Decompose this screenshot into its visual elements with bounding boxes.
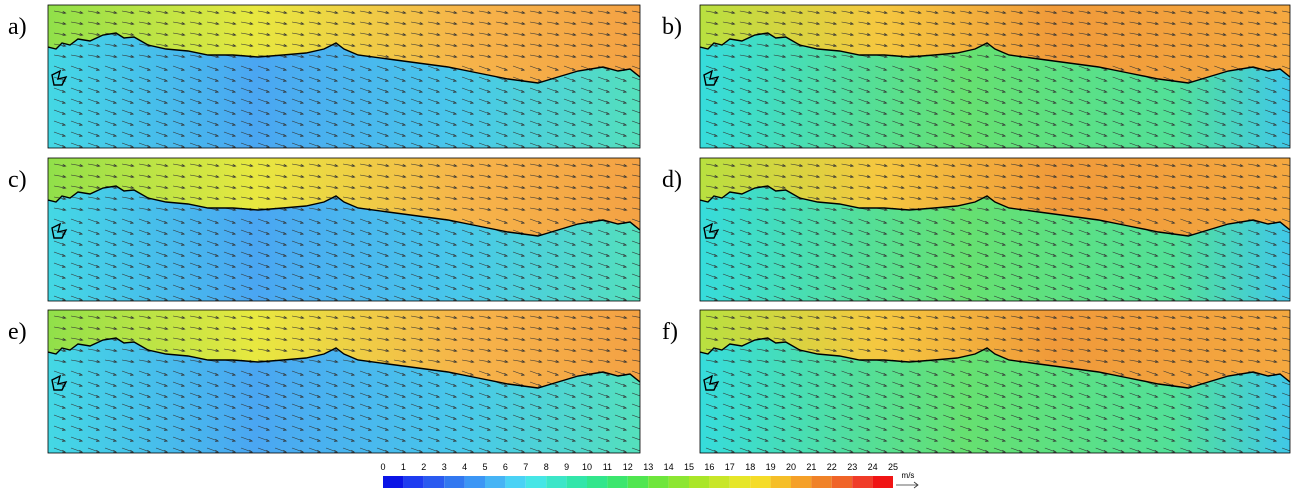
colorbar-cell (872, 476, 893, 488)
map-panel (699, 309, 1291, 454)
coastline (48, 32, 640, 86)
colorbar-cell (566, 476, 587, 488)
colorbar-tick-label: 4 (462, 462, 467, 472)
map-content (700, 5, 1290, 148)
land-field (48, 338, 640, 453)
panel-frame (699, 309, 1291, 454)
colorbar-tick-label: 22 (827, 462, 837, 472)
panel-label: b) (662, 14, 682, 40)
map-content (700, 158, 1290, 301)
panel-label: f) (662, 319, 678, 345)
colorbar-tick-label: 25 (888, 462, 898, 472)
colorbar-tick-label: 10 (582, 462, 592, 472)
colorbar-tick-label: 18 (745, 462, 755, 472)
coastline (700, 337, 1290, 391)
colorbar-cell (750, 476, 771, 488)
coastline (48, 185, 640, 239)
colorbar-tick-label: 7 (523, 462, 528, 472)
colorbar-cell (607, 476, 628, 488)
map-content (48, 5, 640, 148)
colorbar-tick-label: 1 (401, 462, 406, 472)
map-content (48, 310, 640, 453)
colorbar-cell (689, 476, 710, 488)
colorbar-cell (811, 476, 832, 488)
colorbar-cell (648, 476, 669, 488)
colorbar-cell (485, 476, 506, 488)
colorbar-tick-label: 13 (643, 462, 653, 472)
land-field (48, 33, 640, 148)
colorbar-cell (627, 476, 649, 488)
coastline (700, 32, 1290, 86)
colorbar-cell (464, 476, 485, 488)
colorbar-tick-label: 9 (564, 462, 569, 472)
colorbar-tick-label: 5 (482, 462, 487, 472)
panel-frame (47, 157, 641, 302)
colorbar-cell (444, 476, 465, 488)
colorbar-cell (423, 476, 445, 488)
land-field (48, 186, 640, 301)
colorbar-tick-label: 6 (503, 462, 508, 472)
colorbar-tick-label: 8 (544, 462, 549, 472)
colorbar-cell (383, 476, 404, 488)
colorbar-tick-label: 17 (725, 462, 735, 472)
colorbar-cell (770, 476, 791, 488)
panel-frame (47, 309, 641, 454)
panel-frame (699, 157, 1291, 302)
colorbar-cell (668, 476, 689, 488)
colorbar-tick-label: 24 (868, 462, 878, 472)
panel-label: a) (8, 14, 27, 40)
coastline (48, 337, 640, 391)
map-panel (47, 4, 641, 149)
map-content (700, 310, 1290, 453)
map-panel (699, 4, 1291, 149)
colorbar-tick-label: 3 (442, 462, 447, 472)
colorbar-tick-label: 16 (704, 462, 714, 472)
map-panel (47, 157, 641, 302)
land-field (700, 186, 1290, 301)
panel-label: c) (8, 167, 27, 193)
panel-frame (699, 4, 1291, 149)
colorbar-cell (831, 476, 853, 488)
colorbar-cell (709, 476, 730, 488)
land-field (700, 338, 1290, 453)
land-field (700, 33, 1290, 148)
coastline (700, 185, 1290, 239)
colorbar-cell (587, 476, 608, 488)
colorbar-tick-label: 20 (786, 462, 796, 472)
colorbar-cell (791, 476, 812, 488)
colorbar-tick-label: 19 (766, 462, 776, 472)
map-content (48, 158, 640, 301)
colorbar-cell (525, 476, 547, 488)
panel-frame (47, 4, 641, 149)
colorbar-unit: m/s (902, 471, 915, 480)
colorbar-tick-label: 21 (806, 462, 816, 472)
colorbar-tick-label: 15 (684, 462, 694, 472)
colorbar-tick-label: 12 (623, 462, 633, 472)
panel-label: e) (8, 319, 27, 345)
colorbar-cell (852, 476, 873, 488)
colorbar-tick-label: 14 (664, 462, 674, 472)
colorbar-cell (546, 476, 567, 488)
colorbar-cell (729, 476, 751, 488)
panel-label: d) (662, 167, 682, 193)
scale-arrow (896, 481, 919, 489)
map-panel (47, 309, 641, 454)
colorbar-tick-label: 2 (421, 462, 426, 472)
colorbar-tick-label: 0 (380, 462, 385, 472)
colorbar-cell (403, 476, 424, 488)
colorbar-tick-label: 11 (603, 462, 612, 472)
colorbar-tick-label: 23 (847, 462, 857, 472)
colorbar-cell (505, 476, 526, 488)
map-panel (699, 157, 1291, 302)
